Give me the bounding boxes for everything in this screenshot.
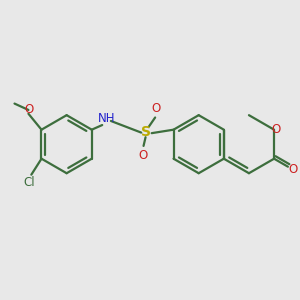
Text: NH: NH: [98, 112, 116, 124]
Text: O: O: [24, 103, 34, 116]
Text: O: O: [138, 149, 147, 162]
Text: O: O: [271, 123, 280, 136]
Text: O: O: [152, 102, 160, 115]
Text: O: O: [289, 164, 298, 176]
Text: Cl: Cl: [23, 176, 35, 189]
Text: S: S: [141, 125, 152, 139]
